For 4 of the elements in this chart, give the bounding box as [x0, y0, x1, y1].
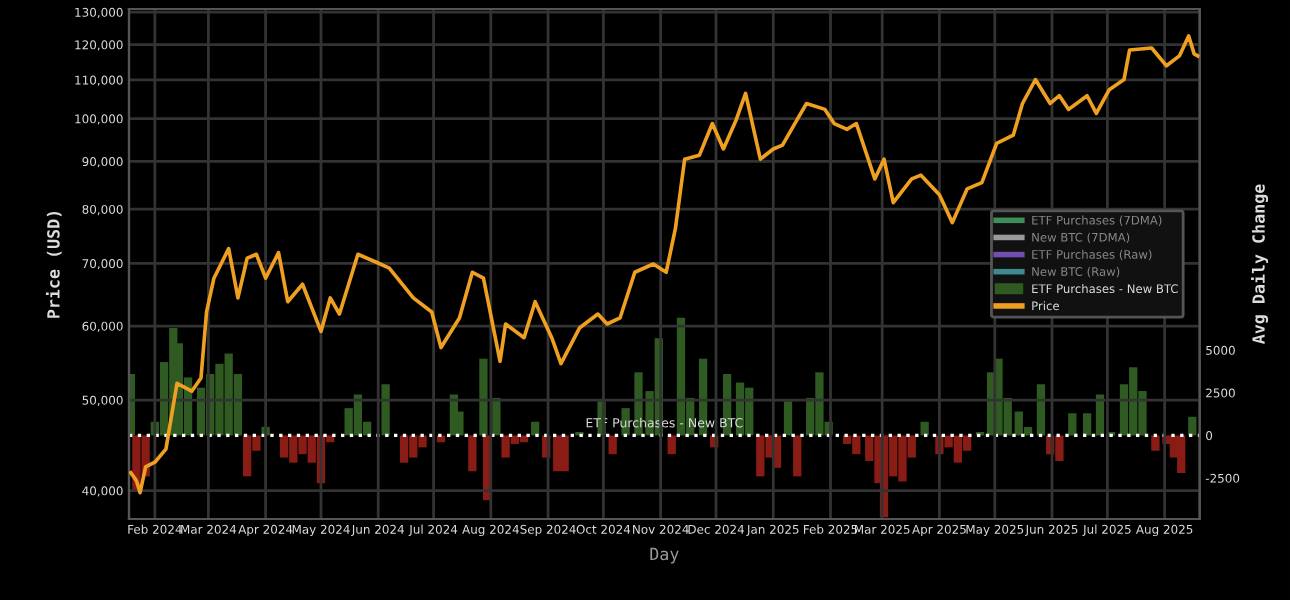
line-series — [129, 34, 1200, 495]
x-axis-title: Day — [650, 547, 679, 564]
y-axis-title: Price (USD) — [45, 211, 62, 318]
y2-axis-title: Avg Daily Change — [1251, 184, 1269, 344]
